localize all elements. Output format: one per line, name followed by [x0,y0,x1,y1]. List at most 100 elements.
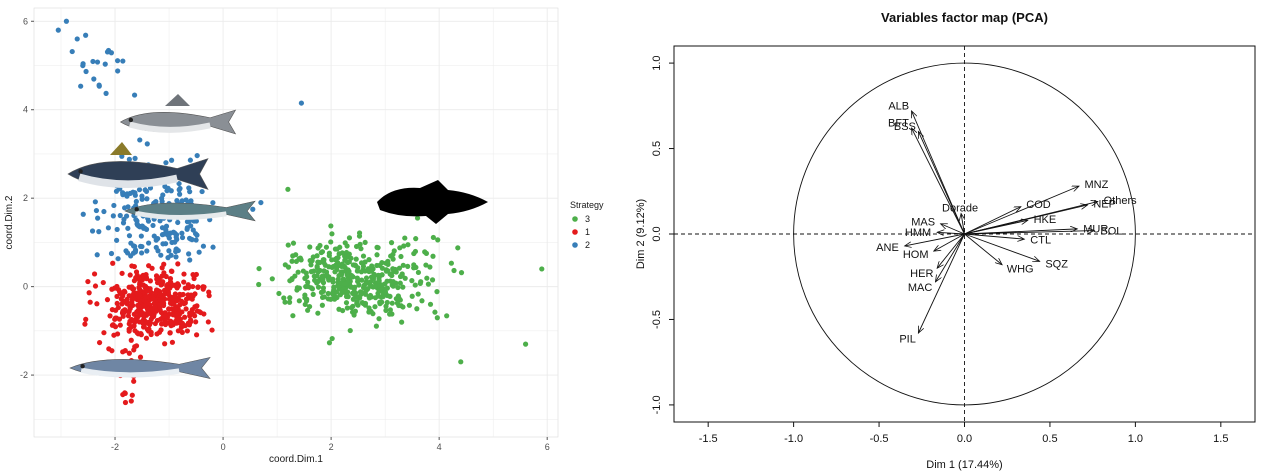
point-strategy-3 [368,283,374,289]
point-strategy-2 [134,218,140,224]
point-strategy-3 [376,316,382,322]
point-strategy-3 [320,285,327,291]
point-strategy-3 [269,276,275,282]
point-strategy-2 [55,27,61,33]
point-strategy-1 [175,283,181,290]
vector-label-ane: ANE [876,242,899,254]
point-strategy-3 [312,277,318,283]
point-strategy-1 [148,331,154,338]
point-strategy-3 [344,305,350,311]
y-tick-label: 0.5 [651,141,663,156]
point-strategy-3 [396,295,402,301]
point-strategy-3 [372,295,379,301]
point-strategy-3 [427,301,434,307]
x-tick-label: 0.5 [1042,433,1057,445]
strategy-scatter-plot: -2 0 2 4 6 -2 0 2 4 6 coord.Dim.1 coord.Dim.2 Strate… [4,7,604,465]
point-strategy-3 [374,262,380,269]
point-strategy-3 [399,319,405,325]
point-strategy-1 [113,307,119,313]
point-strategy-3 [256,265,262,272]
point-strategy-3 [430,253,436,259]
point-strategy-3 [290,240,297,246]
point-strategy-3 [315,269,321,275]
point-strategy-3 [343,254,349,260]
point-strategy-3 [387,293,393,300]
vector-arrow-hke [964,220,1028,235]
point-strategy-3 [367,292,374,299]
vector-arrow-pil [918,233,965,333]
point-strategy-1 [172,293,178,299]
point-strategy-1 [131,378,137,384]
point-strategy-1 [175,328,181,334]
point-strategy-2 [92,199,98,205]
point-strategy-2 [173,248,179,255]
sea-bass-fin [165,94,190,106]
point-strategy-3 [385,258,391,264]
point-strategy-3 [363,280,369,286]
y-tick-label: 4 [23,105,28,115]
point-strategy-3 [417,280,423,287]
point-strategy-2 [145,218,152,224]
point-strategy-3 [362,259,368,265]
vector-arrow-dorade [961,213,964,235]
point-strategy-3 [358,269,365,275]
point-strategy-3 [412,248,419,255]
point-strategy-1 [190,283,196,290]
vector-label-whg: WHG [1007,264,1034,276]
point-strategy-3 [285,242,291,248]
y-axis-label: coord.Dim.2 [4,195,15,249]
point-strategy-2 [200,243,207,249]
point-strategy-3 [374,244,380,250]
point-strategy-3 [287,295,293,301]
point-strategy-3 [405,242,411,248]
point-strategy-2 [138,233,144,239]
point-strategy-3 [286,299,293,305]
point-strategy-3 [522,341,529,347]
point-strategy-2 [83,68,89,75]
point-strategy-2 [102,61,108,67]
point-strategy-3 [377,299,383,305]
point-strategy-1 [159,299,165,305]
vector-label-sol: SOL [1100,225,1122,237]
point-strategy-2 [144,248,150,254]
vector-label-bss: BSS [894,121,916,133]
point-strategy-3 [319,302,325,308]
point-strategy-2 [69,48,75,55]
point-strategy-3 [384,299,390,306]
point-strategy-1 [173,320,180,326]
mackerel-eye [134,207,139,212]
point-strategy-1 [156,329,163,335]
vector-label-hke: HKE [1034,214,1057,226]
point-strategy-1 [129,284,135,290]
point-strategy-2 [179,230,185,236]
point-strategy-2 [83,32,89,38]
point-strategy-3 [281,295,287,301]
point-strategy-3 [332,269,338,275]
point-strategy-3 [356,230,363,236]
point-strategy-1 [151,300,157,307]
point-strategy-3 [387,307,393,313]
point-strategy-2 [111,202,117,209]
point-strategy-1 [114,300,120,307]
point-strategy-2 [258,199,264,206]
point-strategy-2 [80,61,86,67]
y-tick-label: 1.0 [651,55,663,70]
point-strategy-1 [194,332,200,338]
point-strategy-3 [351,286,357,292]
point-strategy-3 [326,250,332,256]
point-strategy-2 [78,83,84,89]
point-strategy-3 [314,253,320,259]
point-strategy-2 [120,58,126,64]
point-strategy-3 [314,264,320,271]
point-strategy-2 [144,141,150,147]
point-strategy-1 [120,349,126,355]
point-strategy-3 [391,248,397,254]
point-strategy-1 [128,337,134,343]
point-strategy-1 [131,347,137,353]
point-strategy-2 [90,58,96,65]
point-strategy-3 [390,256,396,262]
point-strategy-3 [390,266,396,272]
point-strategy-2 [298,100,305,106]
point-strategy-1 [161,270,167,276]
point-strategy-1 [209,327,215,333]
